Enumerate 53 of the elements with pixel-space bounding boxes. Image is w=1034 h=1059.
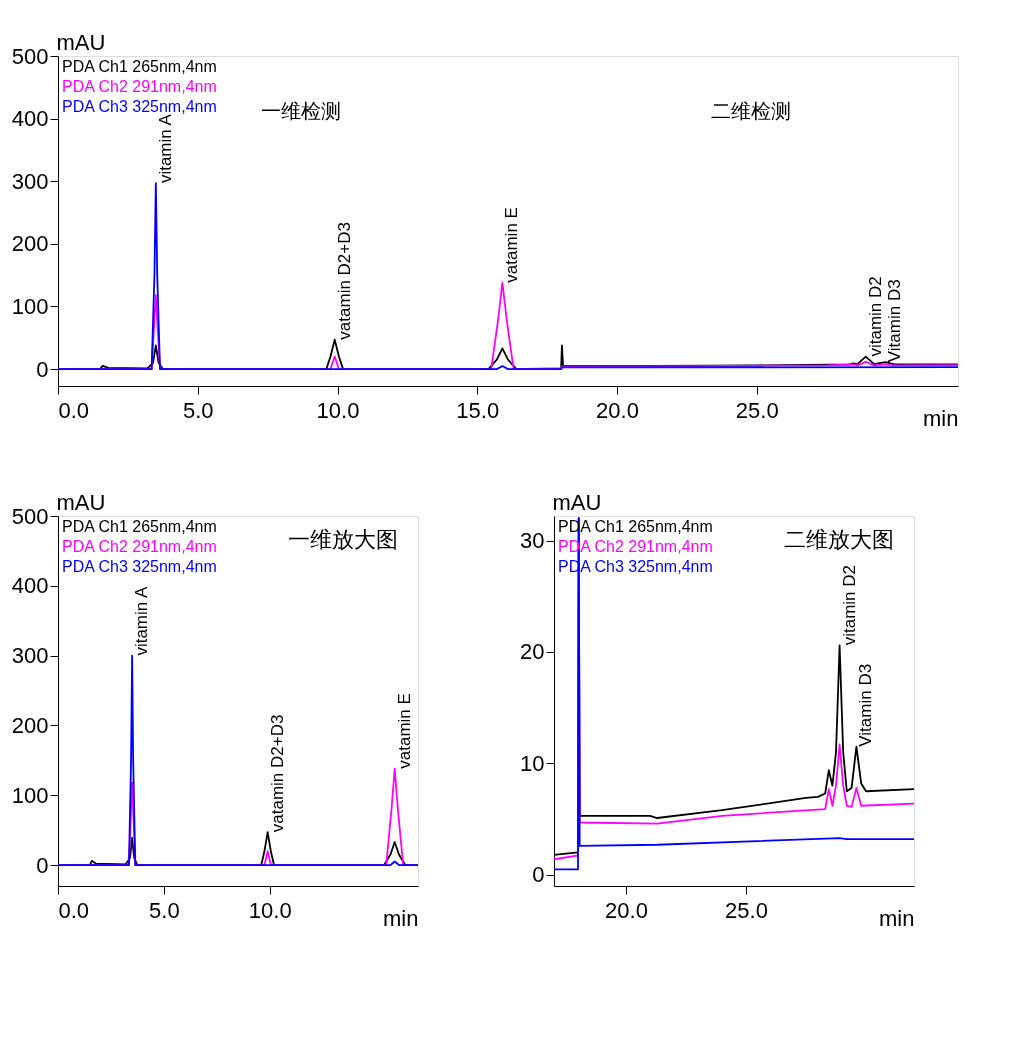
annotation: vatamin D2+D3 [334,222,354,340]
annotation: vitamin A [155,113,175,184]
text: PDA Ch3 325nm,4nm [62,98,217,115]
y-axis-title: mAU [56,29,106,55]
y-tick-label: 500 [11,43,49,69]
x-tick-label: 10.0 [248,897,292,923]
x-tick-label: 0.0 [58,897,90,923]
x-tick-label: 5.0 [149,897,180,923]
y-tick-label: 400 [11,106,49,132]
annotation: vitamin A [132,585,152,656]
x-axis-title: min [383,905,419,931]
x-axis-title: min [879,905,915,931]
y-tick-label: 0 [36,852,49,878]
text: PDA Ch2 291nm,4nm [62,538,217,555]
y-tick-label: 100 [11,782,49,808]
x-tick-label: 0.0 [58,397,90,423]
y-tick-label: 0 [532,862,545,888]
y-tick-label: 30 [520,528,545,554]
y-axis-title: mAU [56,489,106,515]
y-tick-label: 400 [11,573,49,599]
annotation: vatamin E [394,693,414,769]
y-tick-label: 20 [520,639,545,665]
y-tick-label: 200 [11,231,49,257]
annotation: vatamin D2+D3 [267,714,287,833]
annotation: 二维检测 [711,100,791,122]
y-tick-label: 10 [520,750,545,776]
text: 一维放大图 [288,527,398,552]
x-tick-label: 20.0 [605,897,648,923]
annotation: vatamin E [502,207,522,283]
annotation: vitamin D2 [839,564,859,646]
y-tick-label: 200 [11,712,49,738]
y-tick-label: 300 [11,643,49,669]
x-axis-title: min [923,405,959,431]
annotation: 一维检测 [261,100,341,122]
x-tick-label: 15.0 [456,397,500,423]
text: PDA Ch1 265nm,4nm [62,518,217,535]
text: 二维放大图 [784,527,894,552]
y-tick-label: 300 [11,168,49,194]
text: PDA Ch1 265nm,4nm [62,58,217,75]
y-axis-title: mAU [552,489,602,515]
x-tick-label: 25.0 [725,897,768,923]
y-tick-label: 100 [11,293,49,319]
annotation: vitamin D2 [865,276,885,357]
x-tick-label: 25.0 [735,397,779,423]
text: PDA Ch2 291nm,4nm [62,78,217,95]
annotation: Vitamin D3 [885,279,905,363]
text: PDA Ch3 325nm,4nm [62,558,217,575]
x-tick-label: 5.0 [182,397,214,423]
x-tick-label: 20.0 [596,397,639,423]
x-tick-label: 10.0 [316,397,360,423]
y-tick-label: 500 [11,503,49,529]
y-tick-label: 0 [36,356,49,382]
annotation: Vitamin D3 [856,663,876,747]
